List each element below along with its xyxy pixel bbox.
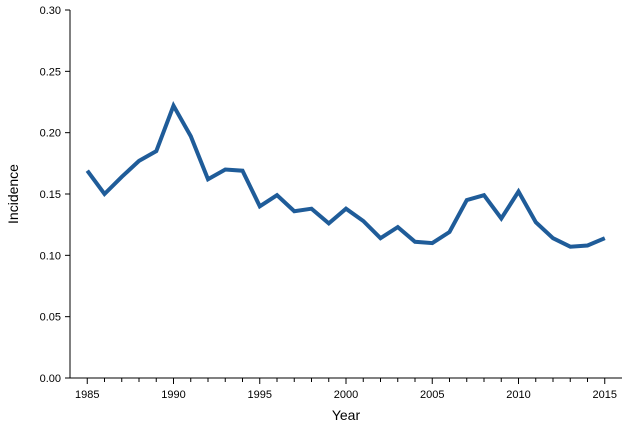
x-tick-label: 2000 [334, 389, 358, 401]
x-tick-label: 1985 [75, 389, 99, 401]
y-axis-ticks: 0.00 0.05 0.10 0.15 0.20 0.25 0.30 [40, 5, 70, 385]
y-tick-label: 0.00 [40, 373, 61, 385]
x-tick-label: 2015 [593, 389, 617, 401]
y-tick-label: 0.05 [40, 312, 61, 324]
series-line [85, 101, 606, 249]
x-tick-label: 1990 [161, 389, 185, 401]
x-axis-title: Year [332, 407, 361, 423]
x-tick-label: 2005 [420, 389, 444, 401]
y-tick-label: 0.30 [40, 5, 61, 17]
series-group [85, 101, 606, 249]
x-tick-label: 1995 [248, 389, 272, 401]
y-tick-label: 0.25 [40, 66, 61, 78]
y-tick-label: 0.15 [40, 189, 61, 201]
y-axis-title: Incidence [5, 164, 21, 224]
x-tick-label: 2010 [506, 389, 530, 401]
axes [69, 10, 622, 379]
x-axis-ticks: 1985 1990 1995 2000 2005 2010 2015 [75, 378, 617, 401]
y-tick-label: 0.10 [40, 250, 61, 262]
y-tick-label: 0.20 [40, 128, 61, 140]
